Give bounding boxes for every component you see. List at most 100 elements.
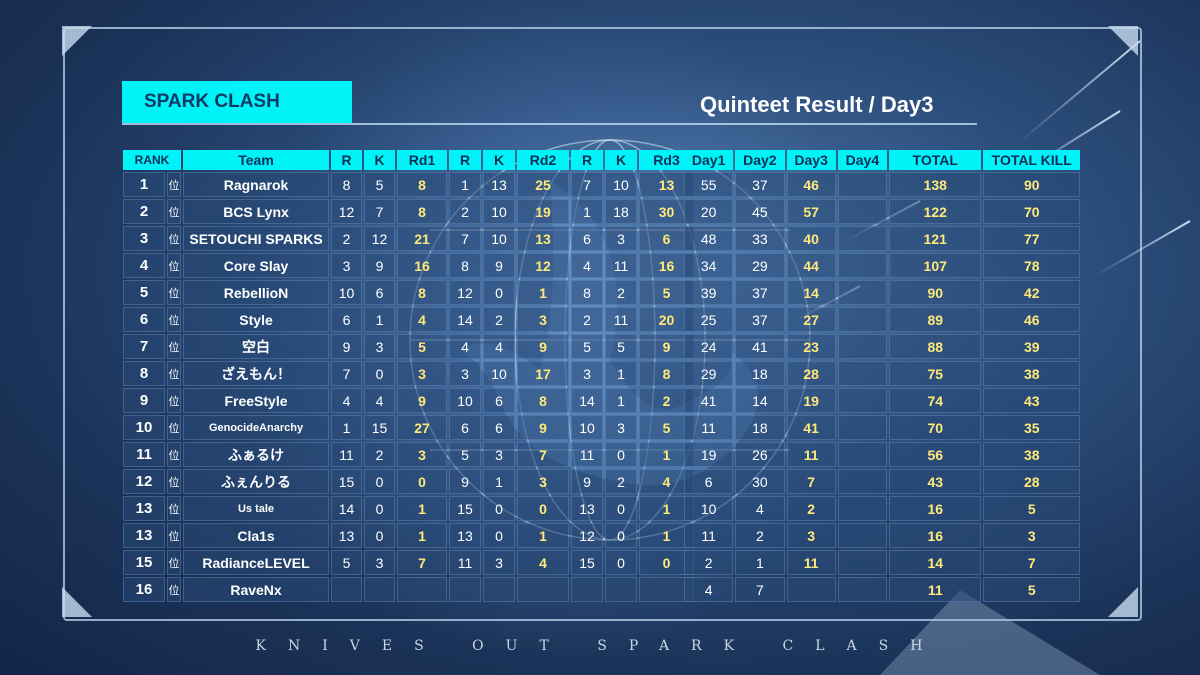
cell-kill: 35 (983, 415, 1080, 440)
cell-r3: 3 (571, 361, 604, 386)
cell-k2: 0 (483, 523, 516, 548)
cell-r3: 10 (571, 415, 604, 440)
rank-suffix: 位 (167, 442, 182, 467)
cell-r2: 12 (449, 280, 482, 305)
column-header: TOTAL KILL (983, 150, 1080, 170)
cell-k1: 15 (364, 415, 396, 440)
cell-total: 11 (889, 577, 982, 602)
column-header: K (483, 150, 516, 170)
cell-rd2: 9 (517, 334, 570, 359)
cell-r2: 3 (449, 361, 482, 386)
cell-r1: 11 (331, 442, 363, 467)
cell-r3: 14 (571, 388, 604, 413)
column-header: Day1 (684, 150, 734, 170)
team-name: Cla1s (183, 523, 330, 548)
rank-suffix: 位 (167, 226, 182, 251)
cell-day4 (837, 280, 887, 305)
cell-day3: 11 (786, 550, 836, 575)
rank-suffix: 位 (167, 577, 182, 602)
cell-r3: 8 (571, 280, 604, 305)
cell-rd1: 4 (397, 307, 448, 332)
cell-k2: 4 (483, 334, 516, 359)
table-row: 9 位 FreeStyle 4 4 9 10 6 8 14 1 2 (123, 388, 695, 413)
cell-k3: 18 (605, 199, 638, 224)
brand-label: SPARK CLASH (122, 81, 352, 123)
cell-day2: 18 (735, 361, 785, 386)
rank-number: 1 (123, 172, 165, 197)
cell-kill: 42 (983, 280, 1080, 305)
cell-day1: 29 (684, 361, 734, 386)
cell-day2: 14 (735, 388, 785, 413)
cell-kill: 78 (983, 253, 1080, 278)
cell-day1: 11 (684, 415, 734, 440)
cell-total: 90 (889, 280, 982, 305)
cell-total: 88 (889, 334, 982, 359)
day-results-table: Day1 Day2 Day3 Day4 TOTAL TOTAL KILL 55 37 46 13… (682, 148, 1082, 604)
cell-rd2: 17 (517, 361, 570, 386)
cell-k2: 3 (483, 550, 516, 575)
cell-r2: 5 (449, 442, 482, 467)
cell-k3 (605, 577, 638, 602)
rank-number: 4 (123, 253, 165, 278)
rank-suffix: 位 (167, 550, 182, 575)
cell-r1: 12 (331, 199, 363, 224)
team-name: FreeStyle (183, 388, 330, 413)
cell-day2: 1 (735, 550, 785, 575)
cell-day1: 41 (684, 388, 734, 413)
cell-k1 (364, 577, 396, 602)
cell-rd1: 5 (397, 334, 448, 359)
cell-rd1: 7 (397, 550, 448, 575)
cell-r1: 9 (331, 334, 363, 359)
cell-day3: 19 (786, 388, 836, 413)
cell-day3: 23 (786, 334, 836, 359)
cell-day2: 37 (735, 307, 785, 332)
column-header: Day3 (786, 150, 836, 170)
rank-number: 8 (123, 361, 165, 386)
cell-r3: 6 (571, 226, 604, 251)
cell-day1: 11 (684, 523, 734, 548)
table-row: 13 位 Cla1s 13 0 1 13 0 1 12 0 1 (123, 523, 695, 548)
cell-rd2: 13 (517, 226, 570, 251)
cell-rd2: 3 (517, 307, 570, 332)
cell-day4 (837, 415, 887, 440)
cell-k1: 12 (364, 226, 396, 251)
cell-rd2: 0 (517, 496, 570, 521)
cell-k2: 1 (483, 469, 516, 494)
cell-k2: 6 (483, 388, 516, 413)
table-row: 15 位 RadianceLEVEL 5 3 7 11 3 4 15 0 0 (123, 550, 695, 575)
rank-suffix: 位 (167, 334, 182, 359)
team-name: ざえもん！ (183, 361, 330, 386)
rank-number: 2 (123, 199, 165, 224)
cell-day2: 30 (735, 469, 785, 494)
round-results-table: RANK Team R K Rd1 R K Rd2 R K Rd3 1 位 Ragnarok 8 5 8 1 13… (121, 148, 696, 604)
cell-total: 74 (889, 388, 982, 413)
cell-r3: 9 (571, 469, 604, 494)
cell-rd2: 1 (517, 523, 570, 548)
column-header: K (364, 150, 396, 170)
rank-number: 16 (123, 577, 165, 602)
cell-r3: 13 (571, 496, 604, 521)
table-row: 8 位ざえもん！ 7 0 3 3 10 17 3 1 8 (123, 361, 695, 386)
cell-day4 (837, 334, 887, 359)
table-row: 11 2 3 16 3 (684, 523, 1080, 548)
rank-suffix: 位 (167, 388, 182, 413)
table-row: 13 位 Us tale 14 0 1 15 0 0 13 0 1 (123, 496, 695, 521)
cell-day1: 20 (684, 199, 734, 224)
column-header: RANK (123, 150, 182, 170)
rank-suffix: 位 (167, 523, 182, 548)
cell-day3: 14 (786, 280, 836, 305)
cell-k2: 10 (483, 226, 516, 251)
cell-k1: 1 (364, 307, 396, 332)
table-row: 10 4 2 16 5 (684, 496, 1080, 521)
cell-rd1: 1 (397, 496, 448, 521)
cell-k3: 0 (605, 523, 638, 548)
header-underline (122, 123, 977, 125)
cell-total: 138 (889, 172, 982, 197)
cell-total: 16 (889, 496, 982, 521)
cell-r3: 7 (571, 172, 604, 197)
cell-day4 (837, 550, 887, 575)
cell-day3: 7 (786, 469, 836, 494)
cell-r1 (331, 577, 363, 602)
cell-r3: 15 (571, 550, 604, 575)
rank-number: 5 (123, 280, 165, 305)
